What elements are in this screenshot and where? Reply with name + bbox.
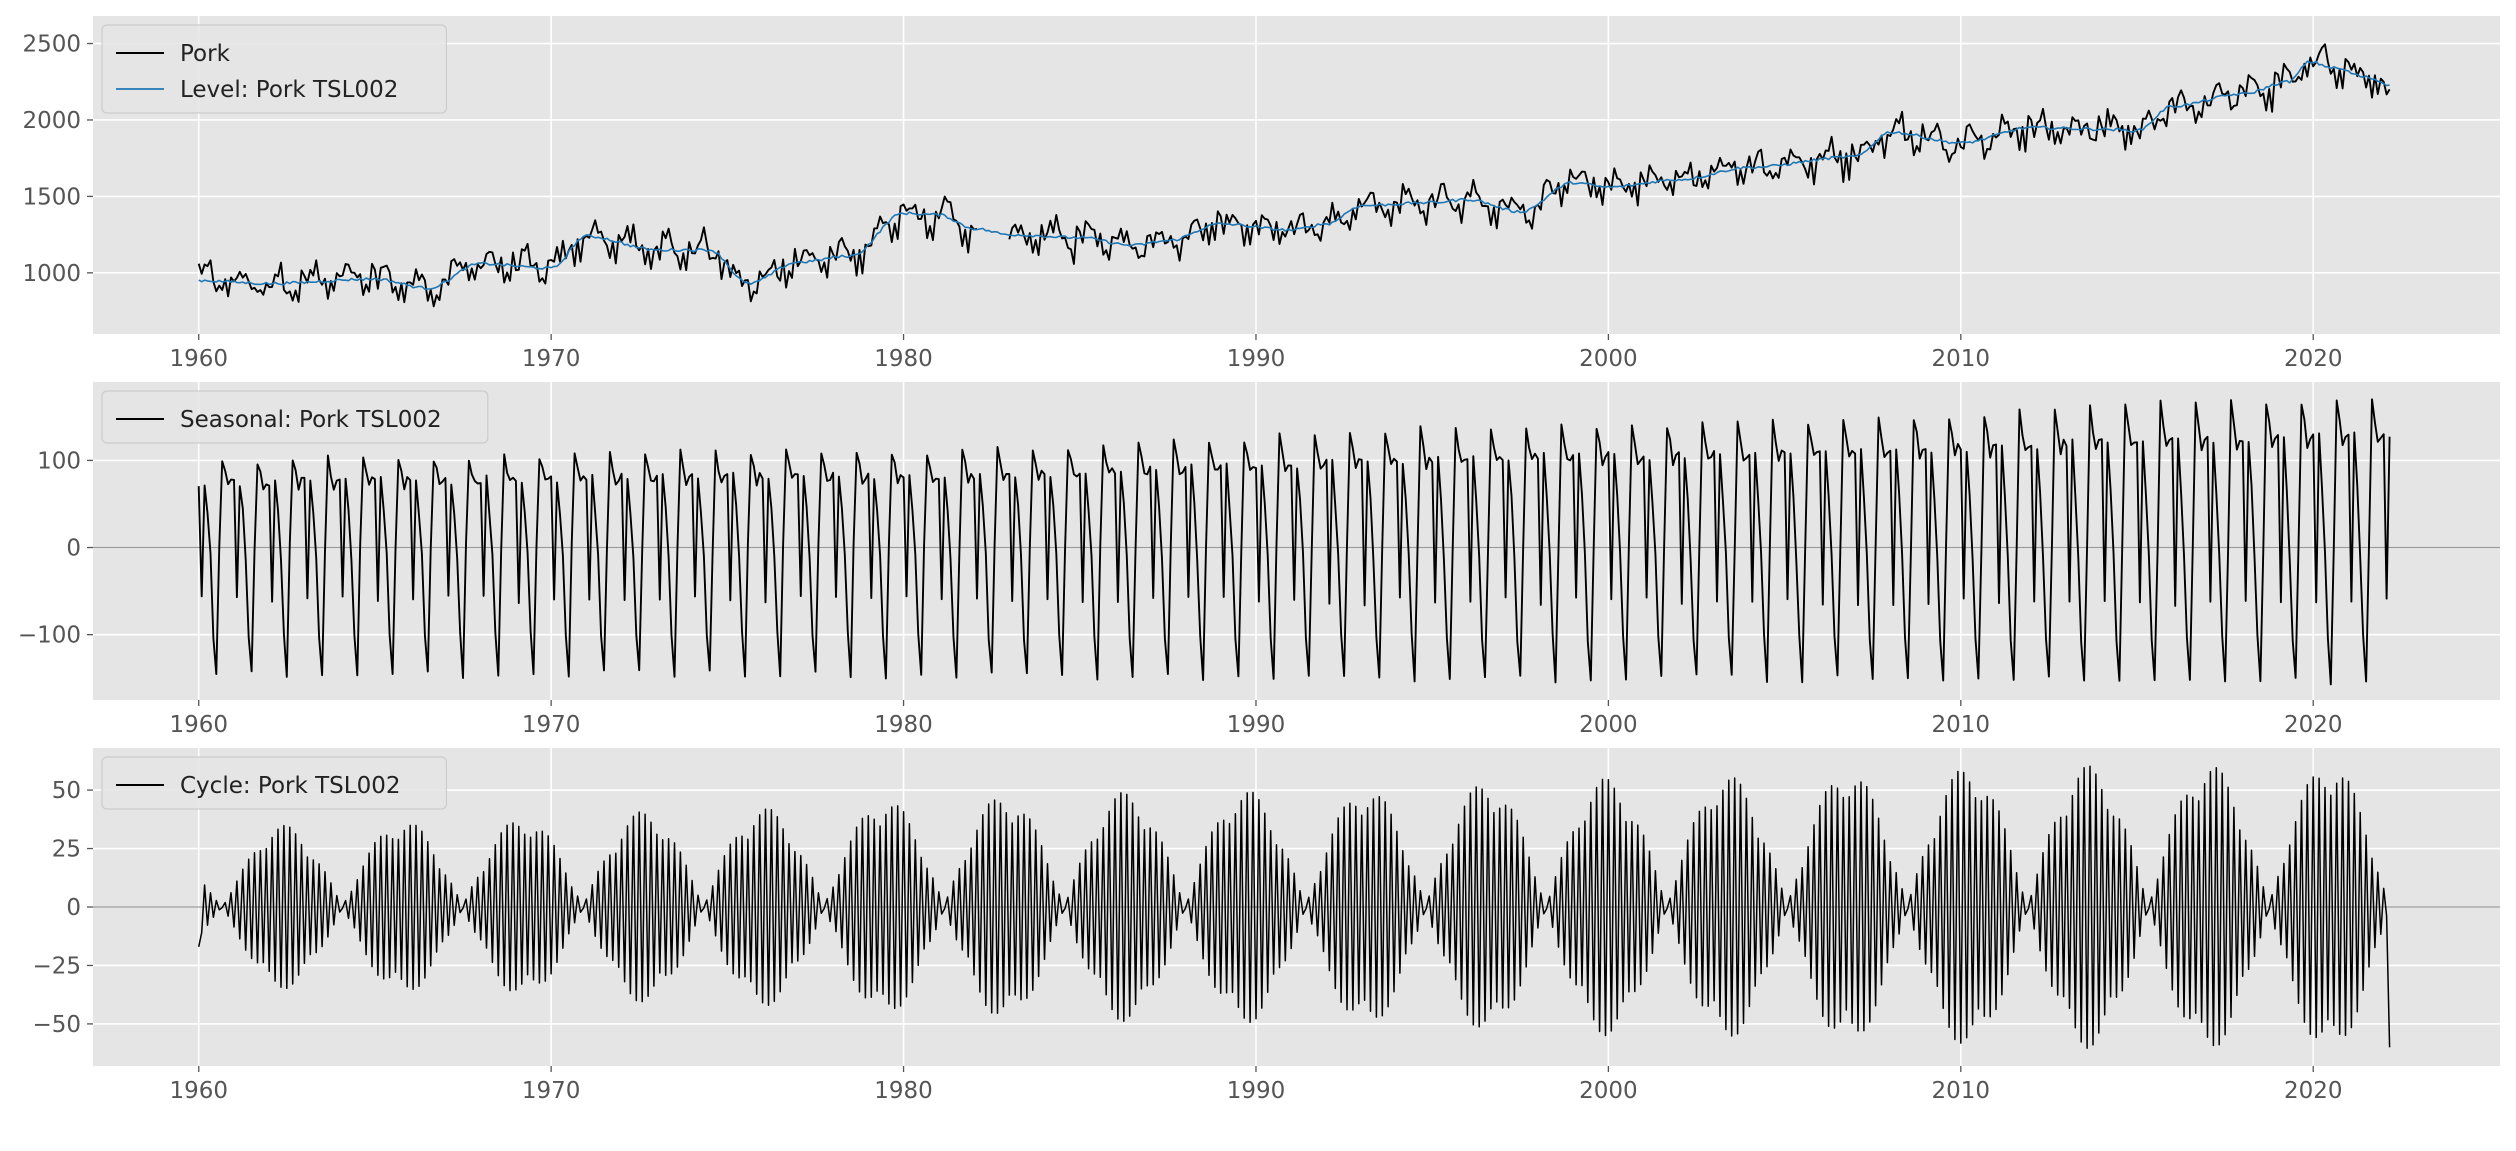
- x-tick-label: 1990: [1227, 712, 1286, 738]
- y-tick-label: 100: [37, 448, 81, 474]
- plot-area: [93, 16, 2500, 334]
- plot-area: [93, 382, 2500, 700]
- series-line-1: [197, 765, 2391, 1049]
- y-tick-label: 50: [52, 778, 81, 804]
- x-tick-label: 2010: [1932, 1078, 1991, 1104]
- y-tick-label: 2000: [22, 108, 81, 134]
- y-tick-label: 1000: [22, 261, 81, 287]
- x-tick-label: 1990: [1227, 1078, 1286, 1104]
- y-tick-label: 25: [52, 837, 81, 863]
- series-line-2: [198, 60, 2390, 290]
- x-tick-label: 1960: [169, 712, 228, 738]
- legend-label: Cycle: Pork TSL002: [180, 773, 401, 799]
- x-tick-label: 2010: [1932, 712, 1991, 738]
- panel-3: 1960 1970 1980 1990 2000 2010 2020 −50 −25 0 25 50 C…: [32, 748, 2500, 1104]
- y-tick-label: 0: [66, 536, 81, 562]
- x-tick-label: 1980: [874, 346, 933, 372]
- legend-label: Seasonal: Pork TSL002: [180, 407, 442, 433]
- x-tick-label: 1970: [522, 1078, 581, 1104]
- legend-label: Level: Pork TSL002: [180, 77, 398, 103]
- y-tick-label: 1500: [22, 184, 81, 210]
- series-line-1: [197, 398, 2391, 686]
- x-tick-label: 1980: [874, 712, 933, 738]
- panel-2: 1960 1970 1980 1990 2000 2010 2020 −100 0 100 Seas…: [18, 382, 2500, 738]
- x-tick-label: 1980: [874, 1078, 933, 1104]
- x-tick-label: 1970: [522, 712, 581, 738]
- x-tick-label: 2000: [1579, 1078, 1638, 1104]
- x-tick-label: 2020: [2284, 346, 2343, 372]
- x-tick-label: 1960: [169, 1078, 228, 1104]
- x-tick-label: 2020: [2284, 712, 2343, 738]
- legend-box: [101, 756, 447, 810]
- y-tick-label: 0: [66, 895, 81, 921]
- x-tick-label: 2020: [2284, 1078, 2343, 1104]
- x-tick-label: 1970: [522, 346, 581, 372]
- x-tick-label: 1960: [169, 346, 228, 372]
- panel-1: 1960 1970 1980 1990 2000 2010 2020 1000 1500 2000…: [22, 16, 2500, 372]
- x-tick-label: 2000: [1579, 712, 1638, 738]
- x-tick-label: 1990: [1227, 346, 1286, 372]
- legend-box: [101, 390, 489, 444]
- x-tick-label: 2000: [1579, 346, 1638, 372]
- legend-label: Pork: [180, 41, 231, 67]
- y-tick-label: −25: [32, 953, 81, 979]
- legend-box: [101, 24, 447, 114]
- x-tick-label: 2010: [1932, 346, 1991, 372]
- y-tick-label: −50: [32, 1012, 81, 1038]
- y-tick-label: 2500: [22, 32, 81, 58]
- y-tick-label: −100: [18, 623, 81, 649]
